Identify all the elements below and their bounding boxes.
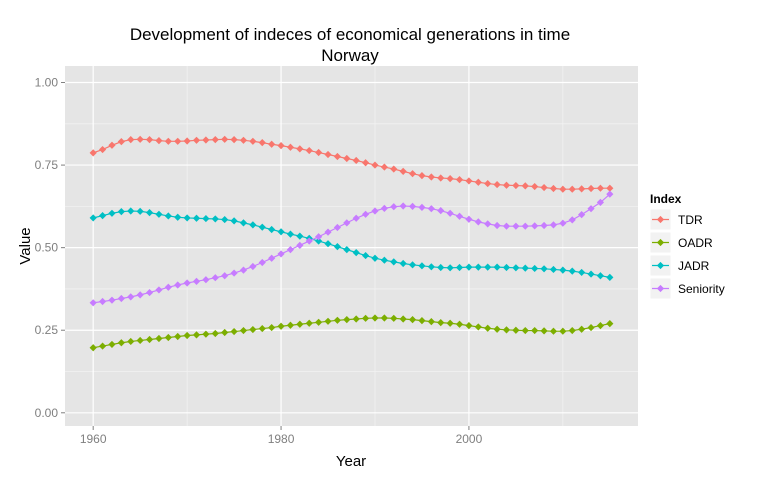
- legend-label-jadr: JADR: [678, 259, 710, 273]
- legend-item-oadr: OADR: [650, 232, 713, 253]
- chart-subtitle: Norway: [321, 46, 379, 65]
- legend-label-oadr: OADR: [678, 236, 713, 250]
- legend-label-tdr: TDR: [678, 213, 703, 227]
- x-axis-title: Year: [336, 453, 366, 470]
- y-tick-label: 0.50: [35, 241, 59, 255]
- plot-panel: [65, 66, 638, 426]
- legend: Index TDR OADR JADR Seniority: [650, 192, 725, 299]
- y-tick-label: 0.25: [35, 323, 59, 337]
- legend-item-seniority: Seniority: [650, 278, 725, 299]
- x-tick-label: 1980: [268, 432, 295, 446]
- x-tick-label: 1960: [80, 432, 107, 446]
- legend-item-jadr: JADR: [650, 255, 710, 276]
- y-tick-label: 1.00: [35, 76, 59, 90]
- legend-item-tdr: TDR: [650, 209, 703, 230]
- legend-title: Index: [650, 192, 682, 206]
- chart-title: Development of indeces of economical gen…: [130, 25, 570, 44]
- y-axis-title: Value: [17, 227, 34, 264]
- legend-label-seniority: Seniority: [678, 282, 725, 296]
- y-tick-label: 0.00: [35, 406, 59, 420]
- y-tick-label: 0.75: [35, 158, 59, 172]
- x-tick-label: 2000: [456, 432, 483, 446]
